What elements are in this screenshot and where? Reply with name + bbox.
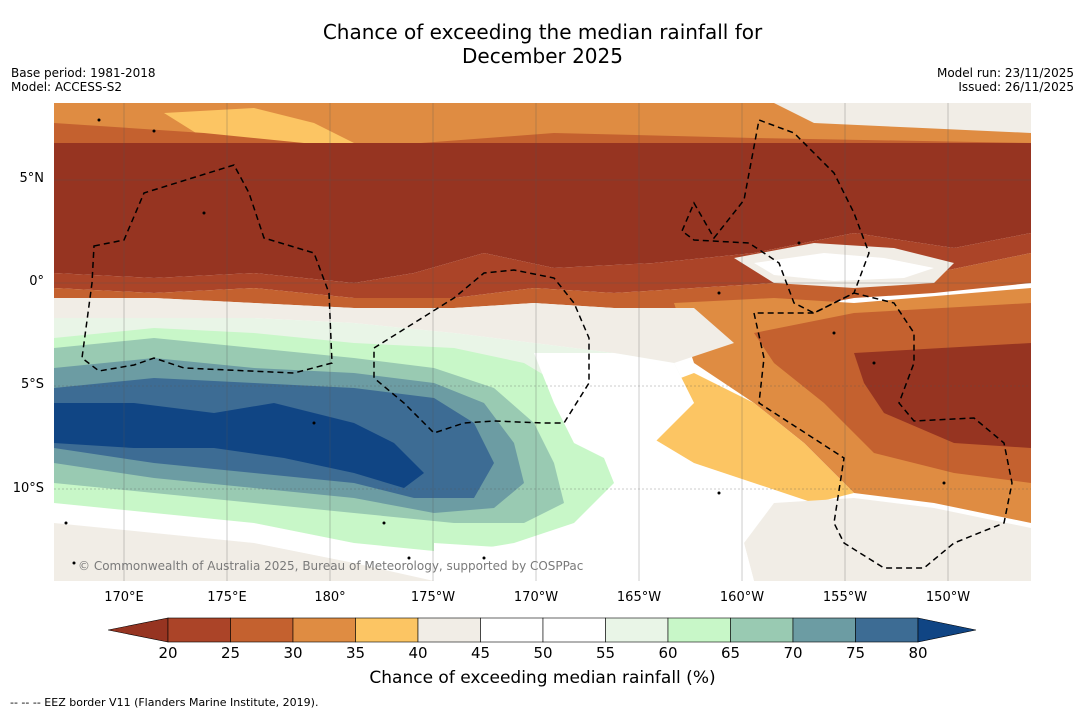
- meta-right: Model run: 23/11/2025 Issued: 26/11/2025: [937, 66, 1074, 94]
- lat-label-0: 0°: [29, 274, 44, 289]
- base-period: Base period: 1981-2018: [11, 66, 156, 80]
- colorbar-tick-label: 80: [908, 644, 928, 662]
- map-canvas: [54, 103, 1031, 581]
- colorbar-swatch: [730, 617, 794, 643]
- issued-date: Issued: 26/11/2025: [958, 80, 1074, 94]
- region-south-light: [744, 498, 1031, 581]
- lat-label-10s: 10°S: [12, 481, 44, 496]
- title-line-2: December 2025: [462, 44, 623, 68]
- colorbar-swatch: [292, 617, 356, 643]
- colorbar-swatches: [107, 617, 977, 643]
- region-orange-band: [54, 253, 1031, 313]
- colorbar-tick-label: 40: [408, 644, 428, 662]
- colorbar-arrow-low: [107, 617, 169, 643]
- lon-label-175e: 175°E: [207, 590, 247, 605]
- colorbar-tick-label: 75: [845, 644, 866, 662]
- colorbar-tick-label: 65: [720, 644, 741, 662]
- copyright-text: © Commonwealth of Australia 2025, Bureau…: [78, 559, 584, 573]
- colorbar-swatch: [605, 617, 669, 643]
- lon-label-155w: 155°W: [822, 590, 868, 605]
- colorbar-swatch: [792, 617, 856, 643]
- colorbar-swatch: [855, 617, 919, 643]
- colorbar-tick-label: 35: [345, 644, 366, 662]
- colorbar-tick-label: 45: [470, 644, 491, 662]
- eez-border-kiribati-gilbert: [81, 164, 333, 374]
- meta-left: Base period: 1981-2018 Model: ACCESS-S2: [11, 66, 156, 94]
- eez-legend: -- -- -- EEZ border V11 (Flanders Marine…: [10, 696, 319, 709]
- title-line-1: Chance of exceeding the median rainfall …: [322, 20, 763, 44]
- colorbar-swatch: [230, 617, 294, 643]
- colorbar-tick-label: 20: [158, 644, 178, 662]
- region-central-white: [534, 353, 694, 463]
- colorbar-svg: [107, 617, 977, 643]
- graticule: [54, 103, 1031, 581]
- colorbar-swatch: [355, 617, 419, 643]
- lon-label-160w: 160°W: [719, 590, 765, 605]
- eez-border-cook-islands: [753, 292, 1013, 569]
- rainfall-map: [54, 103, 1031, 581]
- region-west-dark-blue: [54, 403, 424, 488]
- lon-label-165w: 165°W: [616, 590, 662, 605]
- colorbar-tick-label: 50: [533, 644, 553, 662]
- region-east-white-patch: [754, 253, 934, 281]
- lon-label-150w: 150°W: [925, 590, 971, 605]
- colorbar-tick-label: 25: [220, 644, 241, 662]
- colorbar-tick-label: 70: [783, 644, 803, 662]
- eez-borders: [81, 118, 1013, 569]
- colorbar-swatch: [542, 617, 606, 643]
- lon-label-180: 180°: [314, 590, 346, 605]
- colorbar: [107, 616, 978, 648]
- colorbar-swatch: [167, 617, 231, 643]
- colorbar-arrow-high: [917, 617, 977, 643]
- eez-border-line-islands: [681, 118, 870, 314]
- eez-border-tuvalu-tokelau: [373, 269, 590, 434]
- model-name: Model: ACCESS-S2: [11, 80, 123, 94]
- region-south-white: [434, 503, 754, 581]
- chart-title: Chance of exceeding the median rainfall …: [0, 20, 1085, 68]
- lon-label-170w: 170°W: [513, 590, 559, 605]
- region-southeast-dark: [854, 343, 1031, 448]
- colorbar-swatch: [480, 617, 544, 643]
- colorbar-swatch: [667, 617, 731, 643]
- colorbar-label: Chance of exceeding median rainfall (%): [369, 668, 716, 688]
- lat-label-5n: 5°N: [19, 171, 45, 186]
- colorbar-tick-label: 30: [283, 644, 303, 662]
- lon-label-175w: 175°W: [410, 590, 456, 605]
- lat-label-5s: 5°S: [20, 377, 44, 392]
- model-run: Model run: 23/11/2025: [936, 66, 1074, 80]
- lon-label-170e: 170°E: [104, 590, 144, 605]
- region-southwest-light: [54, 523, 434, 581]
- colorbar-tick-label: 55: [595, 644, 616, 662]
- colorbar-tick-label: 60: [658, 644, 678, 662]
- islands: [64, 118, 946, 565]
- colorbar-swatch: [417, 617, 481, 643]
